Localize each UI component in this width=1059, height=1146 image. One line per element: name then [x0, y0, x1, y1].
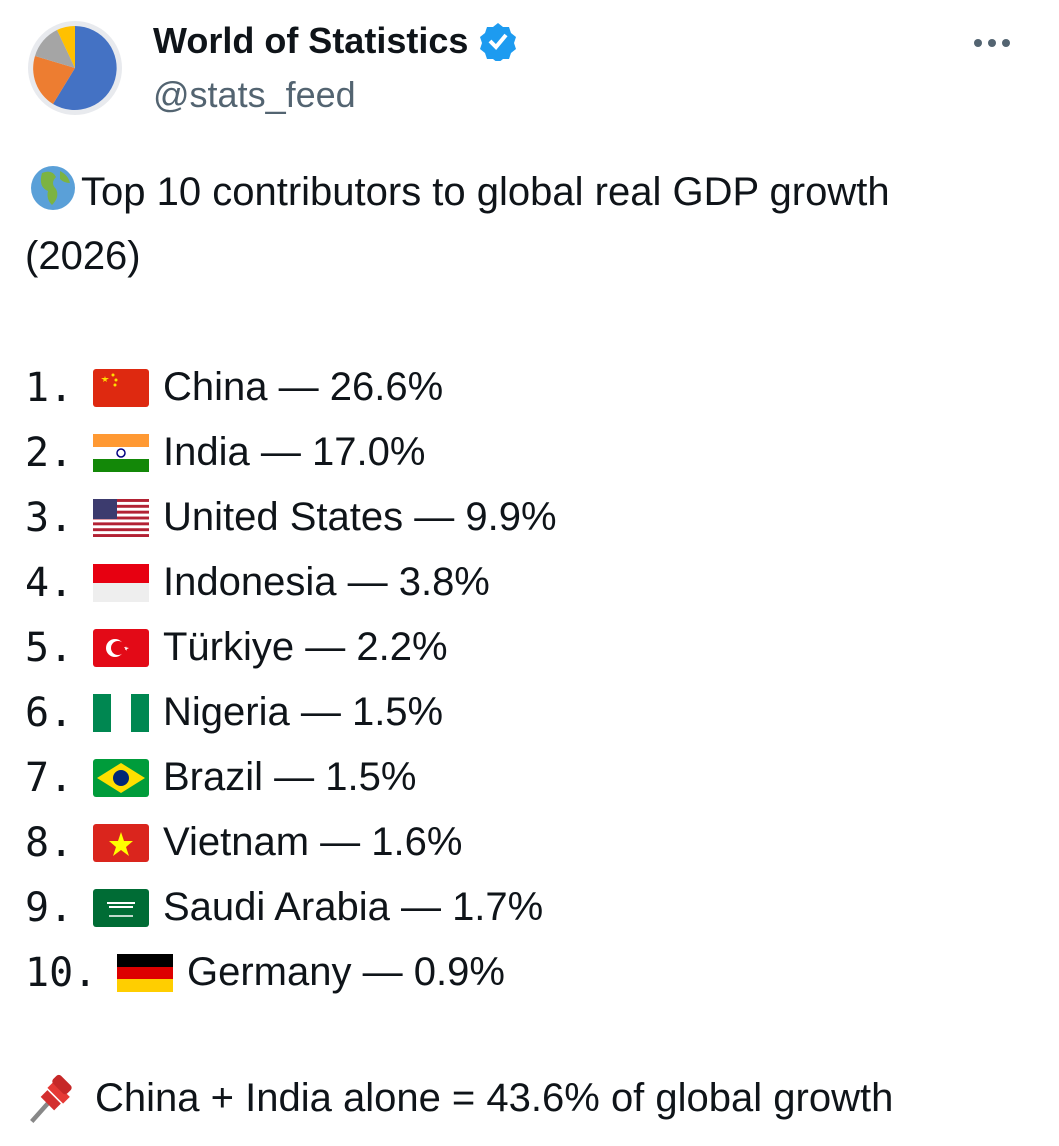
item-text: China — 26.6%	[163, 365, 444, 409]
note-text: China + India alone = 43.6% of global gr…	[95, 1075, 894, 1120]
rank: 3.	[25, 494, 74, 541]
list-item: 7. Brazil — 1.5%	[25, 745, 416, 810]
verified-badge	[480, 23, 517, 61]
name-text[interactable]: World of Statistics	[153, 20, 469, 61]
post-title: Top 10 contributors to global real GDP g…	[25, 160, 945, 288]
avatar[interactable]	[27, 20, 123, 116]
rank: 10.	[25, 949, 98, 996]
list-item: 10. Germany — 0.9%	[25, 940, 505, 1005]
item-text: Vietnam — 1.6%	[163, 820, 463, 864]
list-item: 6. Nigeria — 1.5%	[25, 680, 443, 745]
author-handle[interactable]: @stats_feed	[153, 74, 356, 115]
more-menu[interactable]	[972, 36, 1012, 50]
flag	[93, 628, 149, 667]
pin-emoji	[30, 1074, 72, 1124]
list-item: 8. Vietnam — 1.6%	[25, 810, 462, 875]
rank: 7.	[25, 754, 74, 801]
flag	[93, 433, 149, 472]
rank: 9.	[25, 884, 74, 931]
title-text: Top 10 contributors to global real GDP g…	[25, 170, 890, 278]
list-item: 4. Indonesia — 3.8%	[25, 550, 490, 615]
item-text: Türkiye — 2.2%	[163, 625, 448, 669]
author-name[interactable]: World of Statistics	[153, 20, 518, 62]
flag	[93, 563, 149, 602]
flag	[93, 888, 149, 927]
note: China + India alone = 43.6% of global gr…	[25, 1070, 893, 1126]
rank: 2.	[25, 429, 74, 476]
list-item: 3. United States — 9.9%	[25, 485, 557, 550]
list-item: 5. Türkiye — 2.2%	[25, 615, 448, 680]
flag	[93, 823, 149, 862]
flag	[117, 953, 173, 992]
rank: 1.	[25, 364, 74, 411]
item-text: Brazil — 1.5%	[163, 755, 417, 799]
item-text: Nigeria — 1.5%	[163, 690, 444, 734]
flag	[93, 758, 149, 797]
item-text: Saudi Arabia — 1.7%	[163, 885, 544, 929]
flag	[93, 498, 149, 537]
item-text: Indonesia — 3.8%	[163, 560, 490, 604]
list-item: 9. Saudi Arabia — 1.7%	[25, 875, 543, 940]
flag	[93, 693, 149, 732]
item-text: Germany — 0.9%	[187, 950, 505, 994]
item-text: India — 17.0%	[163, 430, 426, 474]
item-text: United States — 9.9%	[163, 495, 557, 539]
globe-emoji	[31, 166, 75, 210]
list-item: 2. India — 17.0%	[25, 420, 425, 485]
rank: 5.	[25, 624, 74, 671]
list-item: 1. China — 26.6%	[25, 355, 443, 420]
rank: 6.	[25, 689, 74, 736]
rank: 4.	[25, 559, 74, 606]
flag	[93, 368, 149, 407]
rank: 8.	[25, 819, 74, 866]
